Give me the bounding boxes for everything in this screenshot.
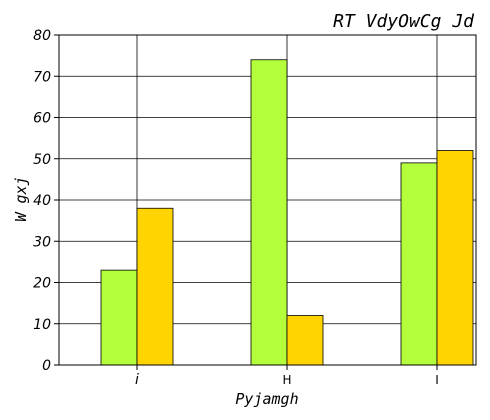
bar-series-1-i — [100, 269, 138, 366]
y-tick-label: 30 — [33, 234, 51, 250]
y-axis-label: W gxj — [12, 176, 30, 221]
x-axis-label: Pyjamgh — [235, 390, 298, 408]
bar-series-1-H — [250, 59, 288, 366]
x-tick-label: I — [435, 373, 439, 387]
bar-series-2-H — [286, 315, 324, 366]
x-tick-label: H — [282, 373, 291, 387]
y-tick-label: 40 — [33, 193, 51, 209]
y-tick-label: 0 — [42, 358, 51, 374]
y-tick-label: 80 — [33, 28, 51, 44]
bar-series-2-I — [436, 150, 474, 366]
y-tick-label: 10 — [33, 317, 51, 333]
y-tick-label: 60 — [33, 111, 51, 127]
y-tick-label: 20 — [33, 276, 51, 292]
x-tick-label: i — [135, 372, 139, 388]
chart-title: RT VdyOwCg Jd — [333, 11, 475, 32]
y-tick-label: 70 — [33, 69, 51, 85]
bar-series-2-i — [136, 207, 174, 366]
bar-series-1-I — [400, 162, 438, 366]
bars — [100, 59, 474, 366]
y-tick-label: 50 — [33, 152, 51, 168]
y-axis-ticks: 0 10 20 30 40 50 60 70 80 — [33, 28, 59, 374]
